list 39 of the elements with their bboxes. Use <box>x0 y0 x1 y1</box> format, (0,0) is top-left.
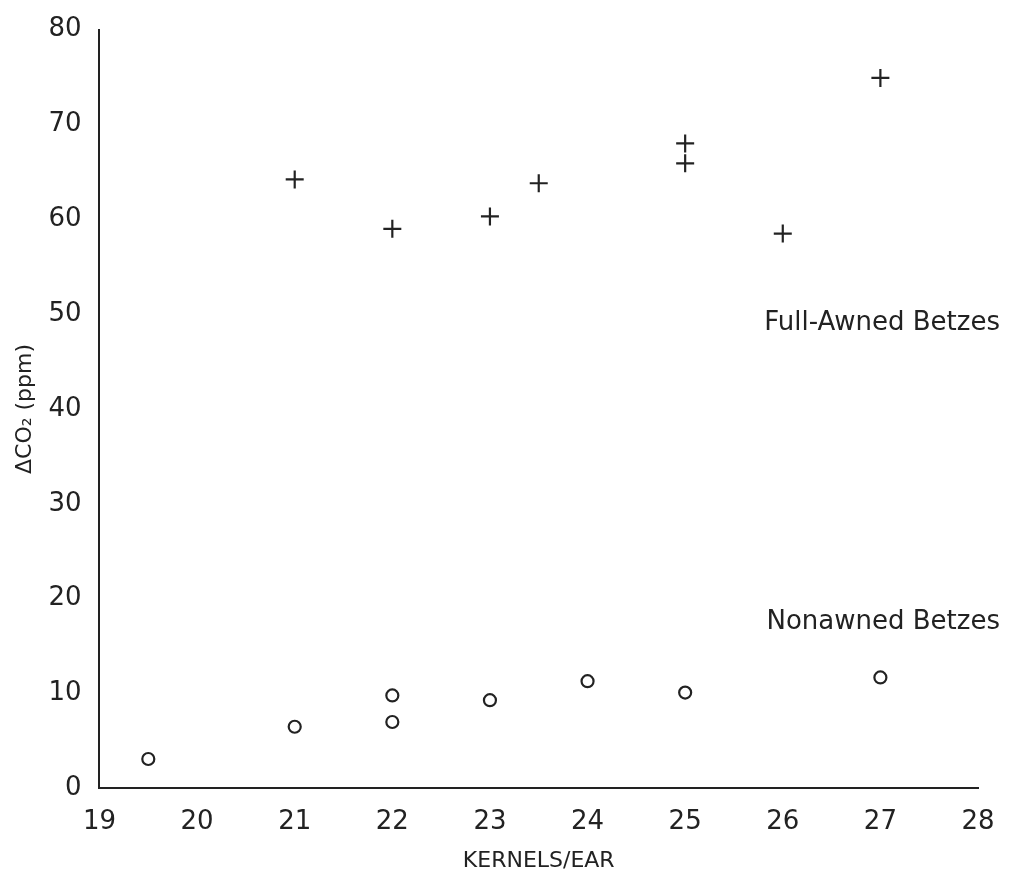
point <box>678 685 693 700</box>
series-label: Nonawned Betzes <box>766 605 1000 636</box>
y-tick-label: 40 <box>48 391 82 422</box>
x-tick-label: 24 <box>571 804 605 835</box>
x-tick-label: 27 <box>863 804 897 835</box>
y-axis-title: ΔCO₂ (ppm) <box>10 343 36 475</box>
y-tick-label: 80 <box>48 12 82 43</box>
x-tick-label: 28 <box>961 804 995 835</box>
x-tick-label: 26 <box>766 804 800 835</box>
point <box>675 133 696 154</box>
point <box>482 693 498 708</box>
y-tick-label: 30 <box>48 486 82 517</box>
x-tick-label: 21 <box>278 804 312 835</box>
x-tick-label: 19 <box>82 804 117 835</box>
x-tick-label: 23 <box>473 804 507 835</box>
point <box>528 173 549 194</box>
point <box>284 169 305 190</box>
point <box>772 223 793 244</box>
point <box>141 751 156 767</box>
point <box>675 153 696 174</box>
x-tick-label: 22 <box>375 804 409 835</box>
y-tick-label: 50 <box>48 296 82 327</box>
point <box>382 218 403 239</box>
point <box>385 688 400 703</box>
text: Full-Awned Betzes <box>764 306 1000 337</box>
x-axis-title: KERNELS/EAR <box>462 846 615 872</box>
point <box>580 674 595 689</box>
y-tick-label: 60 <box>48 202 82 233</box>
y-tick-label: 20 <box>48 581 82 612</box>
y-tick-label: 70 <box>48 107 82 138</box>
point <box>873 670 888 685</box>
point <box>479 206 501 227</box>
x-tick-label: 20 <box>180 804 214 835</box>
x-tick-label: 25 <box>668 804 702 835</box>
point <box>287 719 302 734</box>
point <box>385 714 400 730</box>
y-tick-label: 10 <box>48 676 82 707</box>
point <box>870 67 891 89</box>
y-tick-label: 0 <box>64 771 82 802</box>
